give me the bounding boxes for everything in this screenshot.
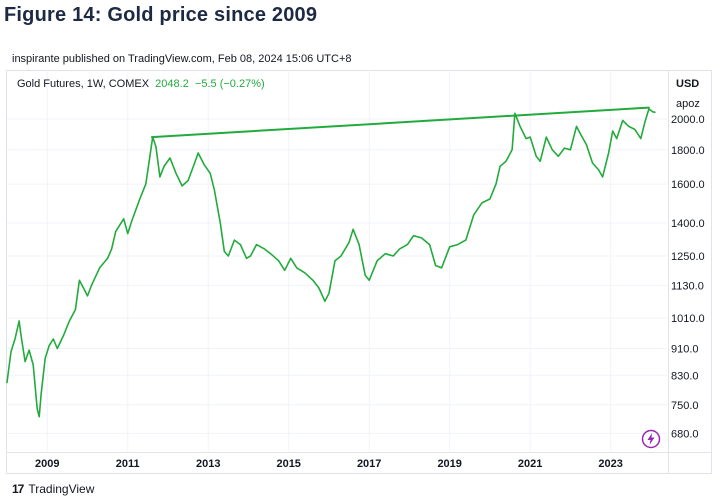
y-tick-label: 1250.0 [671,251,705,263]
x-tick-label: 2023 [598,458,622,470]
y-tick-label: 830.0 [671,370,699,382]
tradingview-logo-icon: 17 [12,482,24,496]
legend-change: −5.5 (−0.27%) [194,78,265,90]
x-tick-label: 2013 [196,458,220,470]
time-axis-separator [6,452,712,453]
y-tick-label: 750.0 [671,400,699,412]
y-tick-label: 1600.0 [671,179,705,191]
y-tick-label: 1130.0 [671,280,704,292]
x-tick-label: 2017 [357,458,381,470]
x-tick-label: 2019 [437,458,461,470]
x-tick-label: 2021 [518,458,542,470]
y-tick-label: 910.0 [671,343,699,355]
axis-mode-label[interactable]: apoz [676,98,700,110]
y-tick-label: 1800.0 [671,145,705,157]
x-tick-label: 2009 [35,458,59,470]
y-tick-label: 680.0 [671,428,699,440]
currency-label[interactable]: USD [676,78,700,90]
lightning-bolt-icon[interactable] [641,429,661,449]
figure-title: Figure 14: Gold price since 2009 [4,4,318,26]
y-tick-label: 1010.0 [671,313,705,325]
y-tick-label: 1400.0 [671,218,705,230]
x-tick-label: 2011 [116,458,140,470]
chart-frame[interactable] [6,70,712,474]
publisher-line: inspirante published on TradingView.com,… [12,53,352,65]
legend-last-price: 2048.2 [155,78,189,90]
x-tick-label: 2015 [276,458,300,470]
price-axis-separator [668,70,669,474]
footer-brand[interactable]: TradingView [28,482,95,496]
trendline [150,106,650,139]
y-tick-label: 2000.0 [671,114,705,126]
legend[interactable]: Gold Futures, 1W, COMEX 2048.2 −5.5 (−0.… [17,78,265,90]
legend-symbol: Gold Futures, 1W, COMEX [17,78,150,90]
footer: 17 TradingView [12,482,94,496]
price-series-line [6,108,656,418]
